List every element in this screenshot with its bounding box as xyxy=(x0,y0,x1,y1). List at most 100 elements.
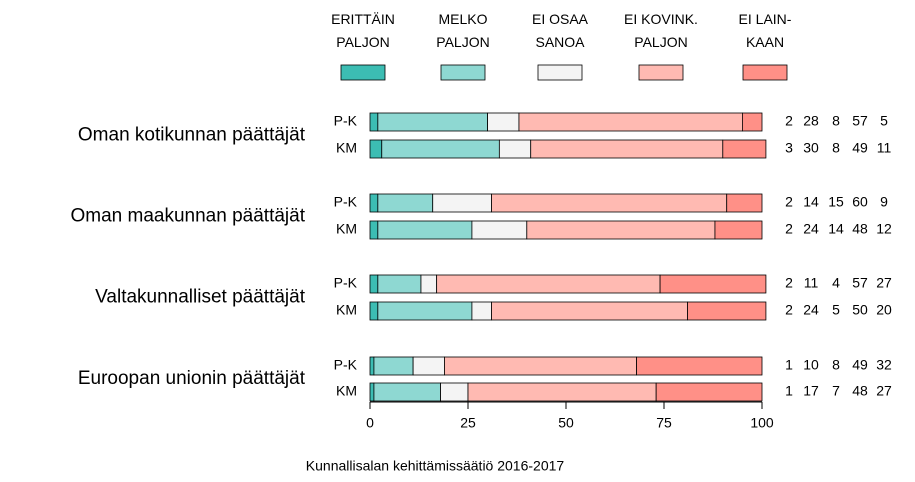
bar-segment xyxy=(487,112,520,132)
legend-label: EI KOVINK. PALJON xyxy=(624,11,698,50)
bar-segment xyxy=(373,356,414,376)
legend-swatch xyxy=(340,64,386,81)
legend-line: PALJON xyxy=(436,34,489,50)
value-label: 1 xyxy=(785,383,793,399)
x-tick-label: 25 xyxy=(460,415,476,431)
legend-swatch xyxy=(742,64,788,81)
x-tick-label: 100 xyxy=(750,415,774,431)
value-label: 57 xyxy=(852,275,868,291)
value-label: 49 xyxy=(852,357,868,373)
value-label: 11 xyxy=(804,275,819,291)
row-label: P-K xyxy=(334,194,358,210)
bar-segment xyxy=(636,356,763,376)
bar-segment xyxy=(369,193,379,213)
value-label: 11 xyxy=(877,140,892,156)
group-label: Oman maakunnan päättäjät xyxy=(71,206,306,227)
bar-segment xyxy=(432,193,492,213)
value-label: 20 xyxy=(876,302,892,318)
value-label: 57 xyxy=(852,113,868,129)
legend-line: SANOA xyxy=(535,34,585,50)
bar-segment xyxy=(722,139,767,159)
bar-segment xyxy=(381,139,500,159)
bar-segment xyxy=(742,112,763,132)
group-label: Oman kotikunnan päättäjät xyxy=(78,125,306,146)
legend-swatch xyxy=(537,64,583,81)
group-label: Valtakunnalliset päättäjät xyxy=(95,287,306,308)
value-label: 5 xyxy=(880,113,888,129)
value-label: 14 xyxy=(803,194,819,210)
bar-segment xyxy=(491,193,728,213)
value-label: 2 xyxy=(785,113,793,129)
bar-segment xyxy=(687,301,767,321)
legend-label: ERITTÄIN PALJON xyxy=(331,11,395,50)
value-label: 49 xyxy=(852,140,868,156)
bar-segment xyxy=(377,220,473,240)
legend-swatch xyxy=(440,64,486,81)
legend-label: EI LAIN- KAAN xyxy=(739,11,792,50)
x-tick-label: 50 xyxy=(558,415,574,431)
bar-segment xyxy=(467,382,657,402)
value-label: 17 xyxy=(803,383,819,399)
value-label: 5 xyxy=(832,302,840,318)
group-label: Euroopan unionin päättäjät xyxy=(78,368,306,389)
row-label: KM xyxy=(336,221,357,237)
value-label: 14 xyxy=(828,221,844,237)
value-label: 24 xyxy=(803,221,819,237)
value-label: 2 xyxy=(785,302,793,318)
value-label: 48 xyxy=(852,221,868,237)
bar-segment xyxy=(420,274,438,294)
x-tick-label: 0 xyxy=(366,415,374,431)
x-tick-label: 75 xyxy=(656,415,672,431)
bar-segment xyxy=(436,274,661,294)
value-label: 27 xyxy=(876,383,892,399)
legend-line: EI KOVINK. xyxy=(624,11,698,27)
value-label: 60 xyxy=(852,194,868,210)
legend-line: KAAN xyxy=(746,34,784,50)
bar-segment xyxy=(369,301,379,321)
value-label: 2 xyxy=(785,221,793,237)
legend-line: EI OSAA xyxy=(532,11,589,27)
legend-line: MELKO xyxy=(438,11,487,27)
row-label: P-K xyxy=(334,357,358,373)
legend-swatch xyxy=(638,64,684,81)
bar-segment xyxy=(491,301,688,321)
value-label: 1 xyxy=(785,357,793,373)
row-label: P-K xyxy=(334,275,358,291)
bar-segment xyxy=(369,356,375,376)
row-label: KM xyxy=(336,383,357,399)
value-label: 12 xyxy=(876,221,892,237)
bar-segment xyxy=(714,220,763,240)
bar-segment xyxy=(655,382,763,402)
bar-segment xyxy=(369,220,379,240)
value-label: 9 xyxy=(880,194,888,210)
value-label: 8 xyxy=(832,113,840,129)
legend-line: PALJON xyxy=(634,34,687,50)
value-label: 3 xyxy=(785,140,793,156)
value-label: 4 xyxy=(832,275,840,291)
bar-segment xyxy=(377,193,434,213)
value-label: 27 xyxy=(876,275,892,291)
legend-line: PALJON xyxy=(336,34,389,50)
value-label: 2 xyxy=(785,275,793,291)
bar-segment xyxy=(377,274,422,294)
bar-segment xyxy=(369,274,379,294)
value-label: 24 xyxy=(803,302,819,318)
caption: Kunnallisalan kehittämissäätiö 2016-2017 xyxy=(306,458,565,474)
bar-segment xyxy=(444,356,637,376)
value-label: 32 xyxy=(876,357,892,373)
bar-segment xyxy=(373,382,441,402)
bar-segment xyxy=(440,382,469,402)
row-label: P-K xyxy=(334,113,358,129)
legend-label: EI OSAA SANOA xyxy=(532,11,589,50)
legend-line: ERITTÄIN xyxy=(331,11,395,27)
row-label: KM xyxy=(336,140,357,156)
bar-segment xyxy=(498,139,532,159)
value-label: 48 xyxy=(852,383,868,399)
bar-segment xyxy=(369,382,375,402)
value-label: 50 xyxy=(852,302,868,318)
bar-segment xyxy=(471,301,492,321)
legend-line: EI LAIN- xyxy=(739,11,792,27)
bar-segment xyxy=(377,112,488,132)
value-label: 7 xyxy=(832,383,840,399)
